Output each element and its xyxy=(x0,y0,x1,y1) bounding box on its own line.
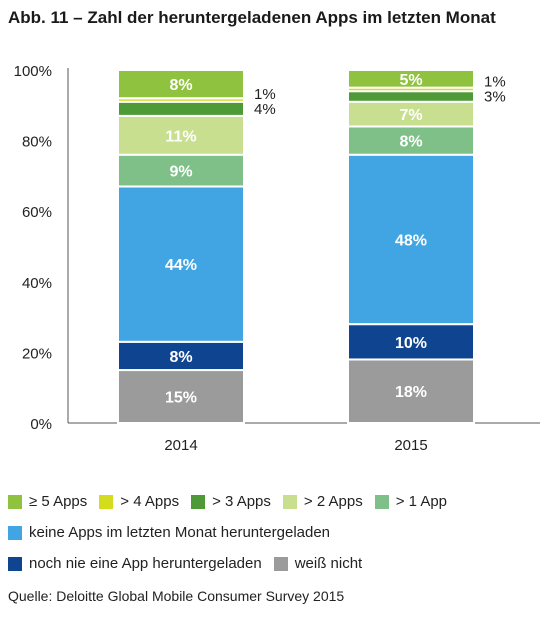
legend-swatch xyxy=(8,494,22,509)
legend-swatch xyxy=(8,525,22,540)
legend-item: ≥ 5 Apps xyxy=(8,493,87,510)
legend-label: ≥ 5 Apps xyxy=(29,493,88,510)
data-label: 15% xyxy=(165,390,197,407)
legend-item: > 1 App xyxy=(374,493,448,510)
data-label: 4% xyxy=(254,101,276,118)
bar-segment xyxy=(117,185,245,343)
y-tick-label: 80% xyxy=(22,134,52,151)
legend-item: > 2 Apps xyxy=(282,493,363,510)
bar-segment xyxy=(347,323,475,361)
data-label: 48% xyxy=(395,232,427,249)
data-label: 10% xyxy=(395,335,427,352)
data-label: 5% xyxy=(399,72,422,89)
legend-swatch xyxy=(8,556,22,571)
y-tick-label: 0% xyxy=(30,416,52,433)
source-note: Quelle: Deloitte Global Mobile Consumer … xyxy=(8,588,345,604)
data-label: 7% xyxy=(399,107,422,124)
bar-segment xyxy=(117,100,245,117)
legend-label: > 4 Apps xyxy=(120,493,180,510)
legend: ≥ 5 Apps > 4 Apps > 3 Apps > 2 Apps > 1 App k… xyxy=(8,486,548,579)
bar-segment xyxy=(347,358,475,424)
legend-label: keine Apps im letzten Monat heruntergela… xyxy=(29,524,331,541)
legend-swatch xyxy=(374,494,389,509)
x-tick-label: 2014 xyxy=(164,437,197,454)
legend-label: weiß nicht xyxy=(294,555,363,572)
legend-item: noch nie eine App heruntergeladen xyxy=(8,555,262,572)
legend-swatch xyxy=(99,494,114,509)
legend-row: keine Apps im letzten Monat heruntergela… xyxy=(8,517,548,548)
data-label: 8% xyxy=(399,134,422,151)
y-tick-label: 40% xyxy=(22,275,52,292)
y-tick-label: 100% xyxy=(14,63,52,80)
bar-segment xyxy=(117,340,245,372)
data-label: 9% xyxy=(169,164,192,181)
data-label: 11% xyxy=(165,128,196,145)
legend-label: > 3 Apps xyxy=(212,493,271,510)
chart-title: Abb. 11 – Zahl der heruntergeladenen App… xyxy=(8,8,496,27)
data-label: 1% xyxy=(254,86,276,103)
bar-segment xyxy=(347,69,475,89)
legend-label: > 1 App xyxy=(395,493,448,510)
y-tick-label: 20% xyxy=(22,345,52,362)
bar-segment xyxy=(117,369,245,424)
legend-label: > 2 Apps xyxy=(303,493,363,510)
bar-segment xyxy=(347,100,475,128)
stacked-bar-chart: 0% 20% 40% 60% 80% 100% 2014 2015 15% 8% 44% 9% 11% 8… xyxy=(14,63,540,454)
x-tick-label: 2015 xyxy=(394,437,427,454)
data-label: 18% xyxy=(395,384,427,401)
data-label: 8% xyxy=(169,77,192,94)
legend-label: noch nie eine App heruntergeladen xyxy=(29,555,262,572)
legend-swatch xyxy=(273,556,288,571)
bar-segment xyxy=(117,153,245,188)
data-label: 1% xyxy=(484,73,506,90)
bar-segment xyxy=(347,153,475,326)
bar-segment xyxy=(347,125,475,156)
data-label: 3% xyxy=(484,88,506,105)
legend-row: ≥ 5 Apps > 4 Apps > 3 Apps > 2 Apps > 1 App xyxy=(8,486,548,517)
legend-item: > 3 Apps xyxy=(191,493,271,510)
legend-row: noch nie eine App heruntergeladen weiß ni… xyxy=(8,548,548,579)
legend-item: > 4 Apps xyxy=(99,493,179,510)
data-label: 44% xyxy=(165,257,197,274)
bar-segment xyxy=(347,90,475,103)
data-label: 8% xyxy=(169,349,192,366)
legend-item: weiß nicht xyxy=(273,555,363,572)
y-tick-label: 60% xyxy=(22,204,52,221)
legend-swatch xyxy=(191,494,206,509)
bar-segment xyxy=(117,69,245,100)
legend-swatch xyxy=(282,494,297,509)
legend-item: keine Apps im letzten Monat heruntergela… xyxy=(8,524,330,541)
